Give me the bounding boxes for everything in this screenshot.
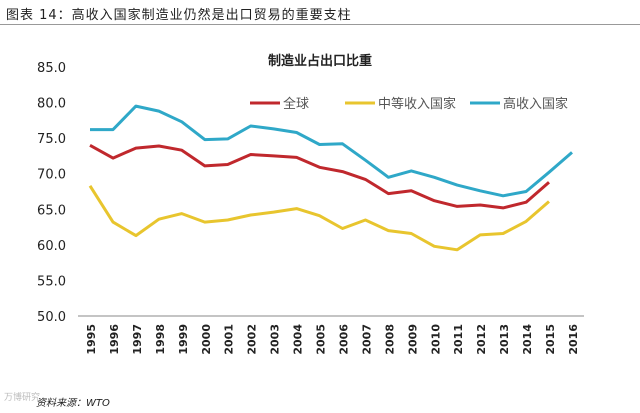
x-tick-label: 2011	[452, 324, 465, 355]
y-tick-label: 65.0	[37, 203, 66, 218]
y-tick-label: 85.0	[37, 61, 66, 76]
legend-label: 中等收入国家	[378, 96, 456, 112]
x-tick-label: 1999	[177, 324, 190, 355]
y-tick-label: 70.0	[37, 168, 66, 183]
x-tick-label: 2001	[223, 324, 236, 355]
x-tick-label: 1995	[85, 324, 98, 355]
x-tick-label: 2003	[269, 324, 282, 355]
series-line-0	[89, 143, 550, 210]
series-line-2	[90, 104, 573, 198]
series-line-1	[88, 184, 550, 252]
y-tick-label: 50.0	[37, 310, 66, 325]
x-tick-label: 2015	[544, 324, 557, 355]
watermark: 万博研究	[4, 393, 41, 403]
x-tick-label: 2008	[383, 324, 396, 355]
x-tick-label: 2006	[337, 324, 350, 355]
x-tick-label: 2012	[475, 324, 488, 355]
y-tick-label: 55.0	[37, 274, 66, 289]
x-tick-label: 2000	[200, 324, 213, 355]
x-tick-label: 2009	[406, 324, 419, 355]
x-tick-label: 2005	[315, 324, 328, 355]
x-tick-label: 2014	[521, 324, 534, 355]
chart-title: 制造业占出口比重	[268, 53, 372, 69]
source-note: 资料来源：WTO	[36, 398, 110, 409]
x-tick-label: 2016	[567, 324, 580, 355]
y-tick-label: 75.0	[37, 132, 66, 147]
y-tick-label: 80.0	[37, 97, 66, 112]
x-tick-label: 2007	[360, 324, 373, 355]
figure-title: 图表 14：高收入国家制造业仍然是出口贸易的重要支柱	[6, 8, 352, 23]
x-tick-label: 2002	[246, 324, 259, 355]
legend-label: 高收入国家	[503, 96, 568, 112]
x-tick-label: 1996	[108, 324, 121, 355]
x-tick-label: 2004	[292, 324, 305, 355]
legend-label: 全球	[283, 96, 309, 112]
title-divider	[0, 24, 640, 25]
x-tick-label: 1998	[154, 324, 167, 355]
x-tick-label: 1997	[131, 324, 144, 355]
x-tick-label: 2013	[498, 324, 511, 355]
y-tick-label: 60.0	[37, 239, 66, 254]
x-tick-label: 2010	[429, 324, 442, 355]
